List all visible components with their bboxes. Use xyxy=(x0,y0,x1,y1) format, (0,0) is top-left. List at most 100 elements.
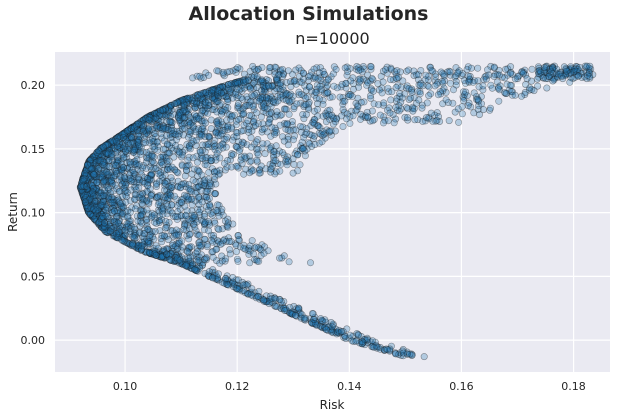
data-point xyxy=(271,130,279,138)
data-point xyxy=(185,245,193,253)
data-point xyxy=(276,167,284,175)
data-point xyxy=(87,155,95,163)
data-point xyxy=(380,346,388,354)
data-point xyxy=(333,114,341,122)
data-point xyxy=(219,211,227,219)
data-point xyxy=(246,152,254,160)
data-point xyxy=(212,190,220,198)
data-point xyxy=(425,92,433,100)
data-point xyxy=(258,102,266,110)
data-point xyxy=(205,71,213,79)
data-point xyxy=(191,102,199,110)
data-point xyxy=(77,182,85,190)
data-point xyxy=(191,111,199,119)
data-point xyxy=(337,327,345,335)
data-point xyxy=(130,233,138,241)
data-point xyxy=(508,88,516,96)
data-point xyxy=(83,177,91,185)
data-point xyxy=(258,241,266,249)
data-point xyxy=(297,313,305,321)
data-point xyxy=(233,284,241,292)
data-point xyxy=(144,181,152,189)
data-point xyxy=(159,152,167,160)
data-point xyxy=(573,71,581,79)
data-point xyxy=(197,96,205,104)
data-point xyxy=(79,174,87,182)
data-point xyxy=(101,181,109,189)
data-point xyxy=(198,117,206,125)
data-point xyxy=(145,198,153,206)
data-point xyxy=(240,139,248,147)
data-point xyxy=(151,218,159,226)
data-point xyxy=(143,196,151,204)
data-point xyxy=(106,228,114,236)
data-point xyxy=(178,180,186,188)
data-point xyxy=(459,93,467,101)
data-point xyxy=(324,107,332,115)
data-point xyxy=(177,198,185,206)
data-point xyxy=(232,241,240,249)
data-point xyxy=(163,124,171,132)
data-point xyxy=(81,171,89,179)
data-point xyxy=(479,82,487,90)
data-point xyxy=(295,304,303,312)
data-point xyxy=(290,78,298,86)
data-point xyxy=(204,206,212,214)
data-point xyxy=(248,91,256,99)
data-point xyxy=(226,246,234,254)
data-point xyxy=(213,240,221,248)
data-point xyxy=(247,143,255,151)
data-point xyxy=(183,192,191,200)
data-point xyxy=(156,191,164,199)
data-point xyxy=(289,136,297,144)
data-point xyxy=(159,177,167,185)
data-point xyxy=(144,176,152,184)
data-point xyxy=(146,185,154,193)
data-point xyxy=(268,123,276,131)
data-point xyxy=(271,302,279,310)
data-point xyxy=(242,154,250,162)
data-point xyxy=(239,281,247,289)
data-point xyxy=(302,129,310,137)
data-point xyxy=(77,183,85,191)
data-point xyxy=(185,96,193,104)
data-point xyxy=(117,166,125,174)
data-point xyxy=(140,116,148,124)
data-point xyxy=(164,111,172,119)
data-point xyxy=(197,130,205,138)
data-point xyxy=(276,68,284,76)
data-point xyxy=(291,311,299,319)
data-point xyxy=(361,341,369,349)
data-point xyxy=(332,65,340,73)
data-point xyxy=(168,133,176,141)
data-point xyxy=(359,112,367,120)
data-point xyxy=(114,231,122,239)
data-point xyxy=(172,213,180,221)
data-point xyxy=(566,66,574,74)
data-point xyxy=(152,180,160,188)
chart-suptitle: Allocation Simulations xyxy=(188,3,429,25)
data-point xyxy=(232,276,240,284)
data-point xyxy=(511,75,519,83)
data-point xyxy=(216,166,224,174)
data-point xyxy=(266,165,274,173)
data-point xyxy=(101,197,109,205)
data-point xyxy=(109,187,117,195)
data-point xyxy=(415,96,423,104)
data-point xyxy=(367,85,375,93)
data-point xyxy=(218,205,226,213)
data-point xyxy=(214,90,222,98)
data-point xyxy=(116,229,124,237)
data-point xyxy=(167,174,175,182)
data-point xyxy=(235,236,243,244)
data-point xyxy=(201,255,209,263)
data-point xyxy=(154,124,162,132)
data-point xyxy=(217,208,225,216)
data-point xyxy=(162,111,170,119)
data-point xyxy=(86,201,94,209)
data-point xyxy=(132,123,140,131)
data-point xyxy=(364,339,372,347)
data-point xyxy=(152,164,160,172)
data-point xyxy=(470,89,478,97)
data-point xyxy=(240,84,248,92)
